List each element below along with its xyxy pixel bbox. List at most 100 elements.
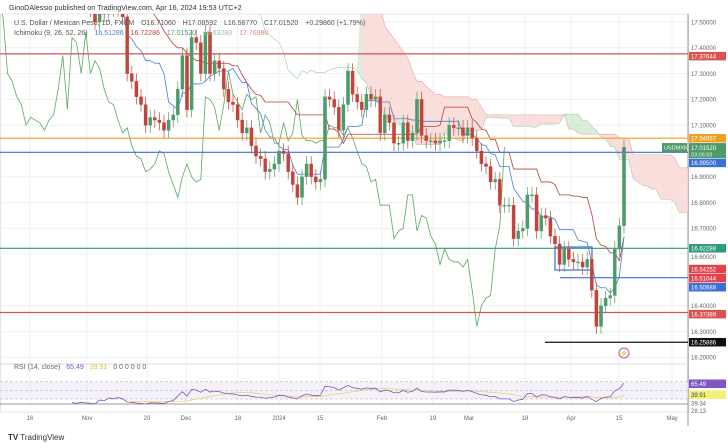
ichimoku-cloud-segment: [260, 14, 261, 15]
ichimoku-cloud-segment: [481, 107, 486, 130]
candle-body: [580, 261, 585, 268]
candle-body: [318, 179, 323, 183]
ichimoku-cloud-segment: [596, 130, 601, 137]
ichimoku-cloud-segment: [357, 14, 362, 79]
candle-body: [212, 60, 217, 74]
candle-body: [438, 140, 442, 144]
candle-body: [364, 94, 369, 110]
kijun-value: 16.72286: [130, 30, 160, 37]
ichimoku-cloud-segment: [582, 120, 588, 135]
level-price-label-bg: [689, 244, 726, 253]
candle-body: [323, 96, 327, 180]
price-tick-label: 17.20000: [691, 98, 717, 104]
time-tick-label: 2024: [272, 416, 286, 422]
level-price-label: 17.04957: [691, 137, 717, 143]
tradingview-logo[interactable]: TV TradingView: [8, 433, 64, 442]
span-b-value: 17.76980: [239, 30, 269, 37]
ichimoku-cloud-segment: [545, 114, 551, 124]
candle-body: [226, 88, 231, 103]
candle-body: [576, 261, 580, 264]
rsi-extra-values: 0 0 0 0 0 0: [113, 364, 147, 371]
level-price-label-bg: [689, 273, 726, 283]
ichimoku-cloud-segment: [683, 167, 688, 213]
time-tick-label: 18: [235, 416, 242, 422]
candle-body: [148, 117, 152, 126]
rsi-ma-value: 39.91: [89, 364, 108, 371]
candle-body: [530, 194, 534, 197]
ichimoku-cloud-segment: [573, 114, 578, 133]
ichimoku-tenkan-line: [123, 14, 625, 294]
open-value: O16.71060: [141, 20, 176, 27]
time-tick-label: 15: [317, 416, 324, 422]
candle-body: [171, 114, 175, 121]
level-price-label: 16.37389: [691, 312, 717, 318]
candle-body: [534, 194, 539, 232]
candle-body: [369, 94, 373, 100]
level-price-label: 16.51044: [691, 276, 717, 282]
ichimoku-cloud-segment: [568, 114, 574, 130]
candle-body: [120, 14, 125, 17]
ichimoku-cloud-segment: [665, 154, 670, 200]
candle-body: [557, 243, 562, 265]
price-pane: [0, 0, 688, 343]
candle-body: [392, 122, 396, 144]
candle-body: [341, 104, 346, 131]
ichimoku-cloud-segment: [398, 45, 404, 126]
level-price-label-bg: [689, 282, 726, 292]
candle-body: [594, 290, 599, 327]
lagging-value: 17.01520: [166, 30, 197, 37]
price-tick-label: 16.70000: [691, 227, 717, 233]
level-price-label-bg: [689, 133, 726, 143]
candle-body: [130, 73, 134, 82]
candle-body: [346, 70, 350, 105]
ichimoku-cloud-segment: [518, 114, 523, 127]
ichimoku-cloud-segment: [628, 138, 634, 179]
candle-body: [493, 179, 497, 183]
ichimoku-cloud-segment: [674, 157, 680, 213]
candle-body: [571, 259, 576, 263]
candle-body: [360, 101, 364, 110]
ichimoku-cloud-segment: [430, 90, 436, 145]
level-price-label: 16.62288: [691, 247, 717, 253]
last-price-label: 17.01520: [691, 146, 717, 152]
candle-body: [268, 168, 272, 172]
candle-body: [337, 106, 341, 131]
ichimoku-cloud-segment: [440, 94, 445, 145]
ichimoku-label[interactable]: Ichimoku (9, 26, 52, 26): [14, 30, 88, 37]
symbol-name[interactable]: U.S. Dollar / Mexican Peso, 1D, FXCM: [14, 20, 135, 27]
candle-body: [456, 127, 461, 129]
candle-body: [350, 70, 355, 95]
low-value: L16.58770: [223, 20, 258, 27]
candle-body: [447, 125, 451, 141]
candle-body: [185, 55, 189, 110]
ichimoku-cloud-segment: [637, 154, 643, 186]
candle-body: [263, 158, 267, 172]
candle-body: [502, 205, 507, 207]
candle-body: [396, 143, 401, 145]
candle-body: [544, 215, 548, 219]
rsi-label[interactable]: RSI (14, close): [14, 364, 61, 371]
candle-body: [107, 14, 111, 15]
candle-body: [327, 96, 332, 100]
ichimoku-cloud-segment: [656, 154, 661, 200]
candle-body: [622, 146, 626, 226]
ichimoku-cloud-segment: [642, 154, 647, 186]
ichimoku-cloud-segment: [375, 14, 381, 105]
candle-body: [461, 127, 465, 136]
ichimoku-cloud-segment: [499, 114, 505, 119]
candle-body: [314, 176, 318, 183]
ichimoku-cloud-segment: [371, 14, 376, 102]
level-price-label: 16.99500: [691, 161, 717, 167]
candle-body: [521, 228, 525, 232]
candle-body: [157, 119, 162, 123]
time-tick-label: Apr: [566, 416, 575, 422]
time-tick-label: 19: [430, 416, 437, 422]
candle-body: [84, 0, 87, 1]
ichimoku-cloud-segment: [651, 154, 657, 190]
close-value: C17.01520: [264, 20, 299, 27]
candle-body: [378, 96, 382, 134]
ichimoku-cloud-segment: [495, 114, 500, 119]
level-price-label: 17.37644: [691, 54, 717, 60]
price-tick-label: 16.90000: [691, 175, 717, 181]
